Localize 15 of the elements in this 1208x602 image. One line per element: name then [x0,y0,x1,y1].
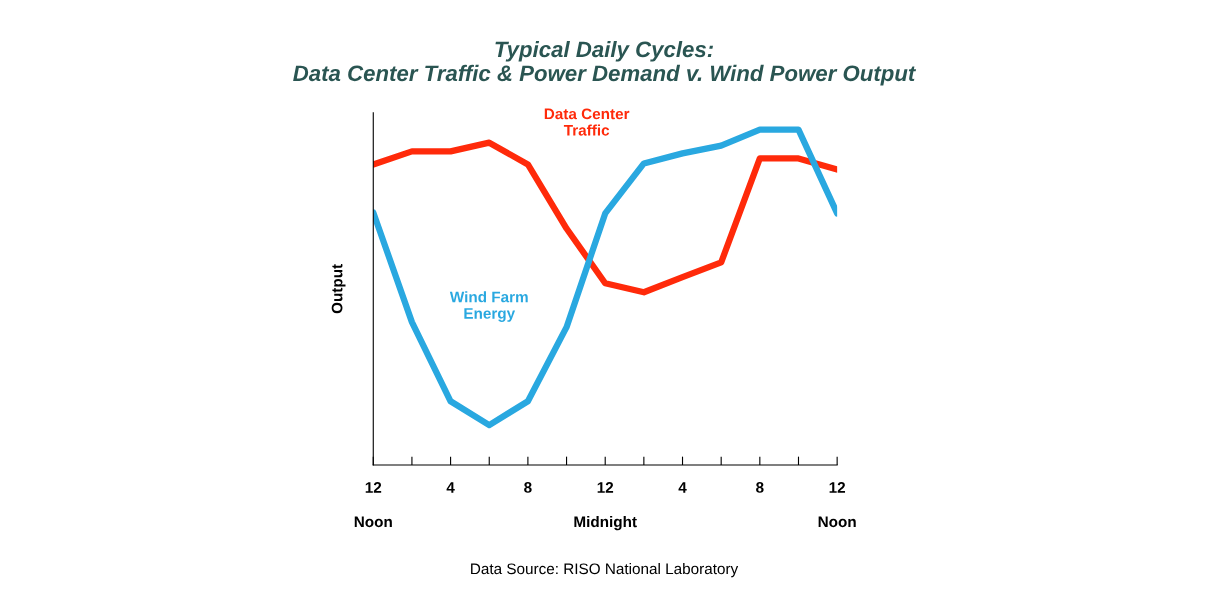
x-tick-label: 12 [829,482,846,493]
text: Noon [354,516,392,528]
source-note: Data Source: RISO National Laboratory [471,562,739,578]
y-axis-title: Output [331,264,346,314]
text: Noon [818,516,856,528]
x-tick-label: 12 [597,482,614,493]
x-tick-label: 4 [678,482,687,493]
text: Wind Farm Energy [449,291,528,322]
x-tick-label: 4 [446,482,455,493]
x-tick-label: 12 [365,482,382,493]
text: Midnight [574,515,637,531]
x-tick-label: 8 [756,482,764,493]
text: Data Center Traffic [544,108,630,136]
chart-title: Typical Daily Cycles: Data Center Traffic & Power Demand v. Wind Power Output [293,40,917,86]
x-tick-label: 8 [524,482,532,493]
